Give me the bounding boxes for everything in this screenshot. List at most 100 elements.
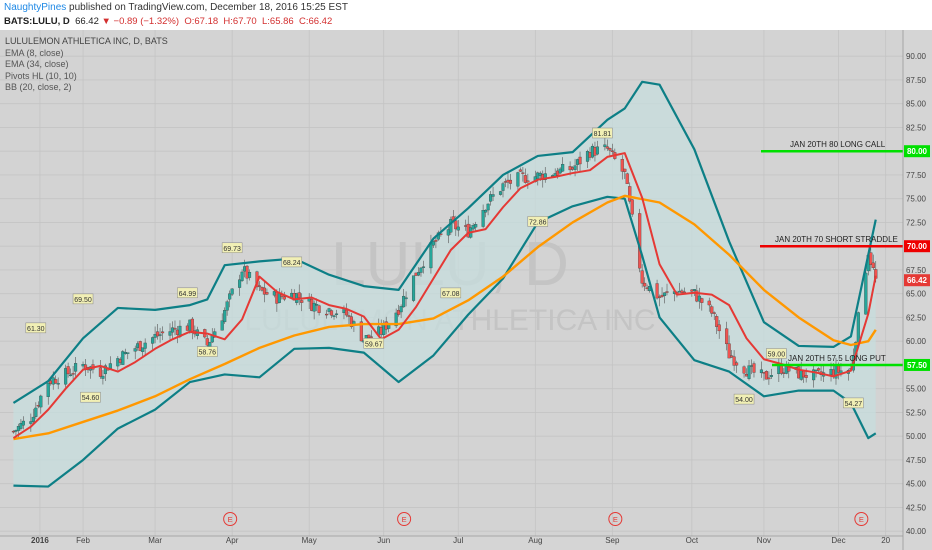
candle [638,208,642,273]
candle-body [98,367,102,377]
down-arrow-icon: ▼ [101,16,111,27]
candle-body [523,175,527,183]
earnings-marker[interactable]: E [608,512,623,526]
candle [31,408,35,424]
earnings-marker-circle [608,512,623,526]
legend-bb[interactable]: BB (20, close, 2) [5,82,72,92]
earnings-marker[interactable]: E [397,512,412,526]
bollinger-lower-line[interactable] [13,195,877,488]
candle [812,365,816,388]
candle [625,172,629,184]
candle-body [725,328,729,345]
candle [491,186,495,202]
last-price-tag: 66.42 [904,274,930,287]
candle-body [767,377,771,380]
ema34-line[interactable] [13,194,877,441]
pivot-label-text: 54.00 [735,397,753,404]
candle-body [168,331,172,336]
candle [543,167,547,183]
candle-body [315,304,319,306]
candle-body [752,363,756,373]
candle-body [456,226,460,231]
candle-body [359,321,363,342]
candle-body [71,373,75,375]
candle [141,347,145,357]
short-straddle-price-tag-box [904,240,930,253]
earnings-marker[interactable]: E [223,512,238,526]
candle [707,297,711,312]
candle-body [812,369,816,381]
pivot-label-text: 59.00 [768,352,786,359]
candle [628,182,632,204]
candle-body [595,146,599,155]
legend-ema8[interactable]: EMA (8, close) [5,47,64,58]
candle [297,284,301,306]
candle-body [126,352,130,354]
candle-body [133,348,137,352]
candle-body [19,423,23,429]
earnings-marker[interactable]: E [854,512,869,526]
candle-body [764,371,768,380]
candle [282,291,286,302]
y-tick-label: 42.50 [906,503,927,512]
x-tick-label: Sep [605,536,620,545]
pivot-label-box [72,293,94,305]
y-tick-label: 77.50 [906,171,927,180]
candle [658,294,662,307]
candle-body [367,334,371,339]
pivot-label: 69.50 [72,293,94,305]
candle [725,321,729,351]
legend-pivots[interactable]: Pivots HL (10, 10) [5,70,77,81]
candle [603,138,607,151]
candle-body [161,331,165,334]
pivot-label: 81.81 [592,127,613,139]
pivot-label: 59.67 [363,338,385,349]
candle-body [404,297,408,300]
candle-body [518,169,522,172]
pivot-label-box [25,322,47,334]
bollinger-upper-line[interactable] [12,80,877,404]
pivot-label-text: 69.73 [223,246,241,253]
candle-body [66,366,70,375]
candle [481,204,485,229]
candle [456,220,460,237]
high-value: H:67.70 [223,16,257,27]
y-tick-label: 45.00 [906,480,927,489]
short-straddle-label: JAN 20TH 70 SHORT STRADDLE [775,235,898,244]
symbol-label: BATS:LULU, D [4,16,70,27]
candle-body [662,292,667,297]
x-tick-label: 2016 [31,536,49,545]
candle [257,281,262,292]
candle [817,367,821,373]
pivot-label-box [80,391,101,403]
candle-body [692,289,696,291]
pivot-label-box [281,256,303,268]
y-tick-label: 47.50 [906,456,927,465]
pivot-label: 54.60 [80,391,101,403]
long-call-price-tag-text: 80.00 [907,147,928,156]
candle [608,147,612,157]
pivot-label-box [527,216,549,227]
author-link[interactable]: NaughtyPines [4,2,67,13]
long-put-price-tag: 57.50 [904,358,930,371]
candle-body [325,313,329,316]
candle [578,151,582,173]
candle [39,394,43,414]
last-price-tag-text: 66.42 [907,276,928,285]
ema8-line[interactable] [12,152,877,439]
y-tick-label: 65.00 [906,290,927,299]
long-put-label: JAN 20TH 57.5 LONG PUT [788,354,886,363]
candle [329,309,334,319]
candle-body [46,382,50,397]
candle-body [29,421,33,424]
legend-ema34[interactable]: EMA (34, close) [5,59,69,69]
candle-body [327,308,331,312]
x-tick-label: 20 [881,536,890,545]
candle [138,340,142,352]
candle-body [643,282,647,287]
candle-body [170,327,175,333]
candle [228,290,232,308]
candle-body [429,242,433,269]
price-chart[interactable]: 90.00 87.50 85.00 82.50 80.00 77.50 75.00 72.50… [0,30,932,550]
pivot-label-box [197,346,218,357]
